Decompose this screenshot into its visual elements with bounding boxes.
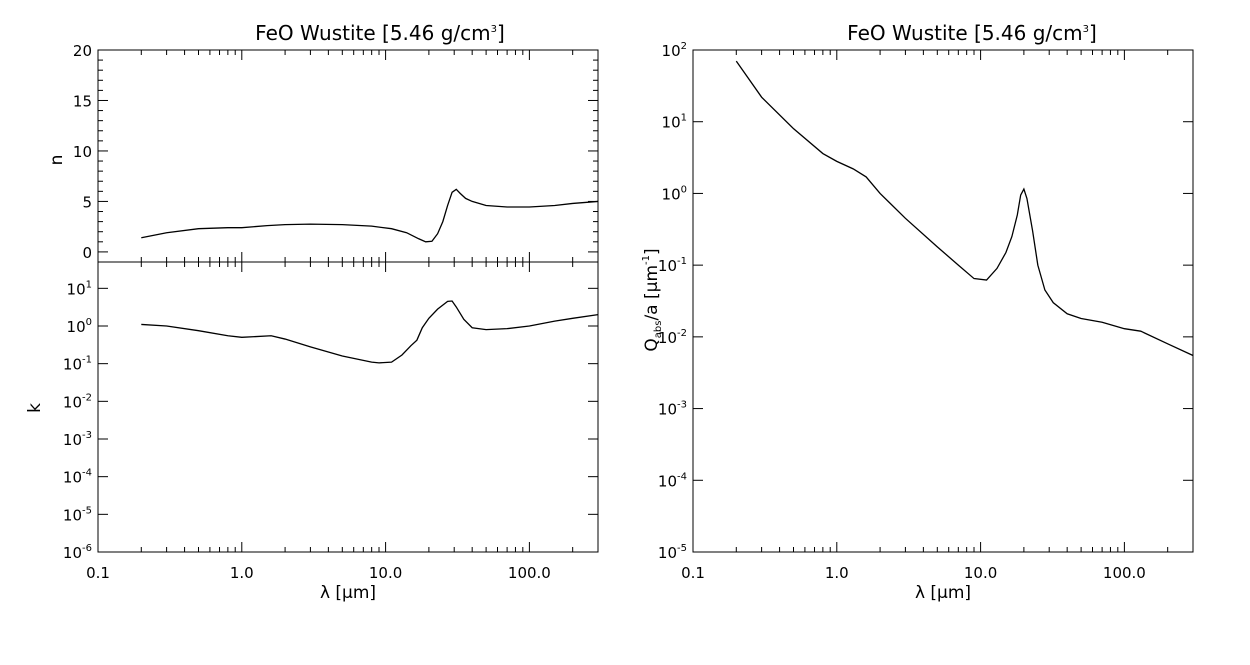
k-axis-label: k (25, 403, 45, 413)
n-subplot: 0 5 10 15 20 n (47, 42, 599, 263)
x-tick-label: 0.1 (681, 564, 705, 582)
n-tick-label: 10 (73, 143, 92, 161)
qabs-plot-frame (692, 49, 1194, 553)
x-tick-label: 0.1 (86, 564, 110, 582)
y-tick-label: 10-1 (658, 256, 687, 275)
y-tick-label: 101 (662, 113, 687, 132)
y-tick-label: 10-1 (63, 355, 92, 374)
qabs-ticks: 0.1 1.0 10.0 100.0 10-5 10-4 10-3 10-2 10-1 100 10… (658, 41, 1193, 582)
n-axis-label: n (47, 155, 67, 166)
k-ticks: 0.1 1.0 10.0 100.0 10-6 10-5 10-4 10-3 10-2 10-1 1… (63, 262, 598, 582)
y-tick-label: 100 (662, 184, 687, 203)
k-plot-frame (97, 261, 599, 553)
y-tick-label: 10-2 (63, 392, 92, 411)
qabs-axis-label: Qabs/a [μm-1] (641, 248, 664, 351)
right-title: FeO Wustite [5.46 g/cm3] (847, 21, 1097, 45)
y-tick-label: 10-4 (63, 468, 92, 487)
y-tick-label: 100 (67, 317, 92, 336)
right-panel: FeO Wustite [5.46 g/cm3] 0.1 1.0 10.0 100.0… (641, 21, 1194, 603)
y-tick-label: 102 (662, 41, 687, 60)
left-panel: FeO Wustite [5.46 g/cm3] 0 5 10 15 20 n 0.1 1… (25, 21, 599, 603)
n-tick-label: 15 (73, 92, 92, 110)
y-tick-label: 10-3 (63, 430, 92, 449)
left-title: FeO Wustite [5.46 g/cm3] (255, 21, 505, 45)
right-x-axis-label: λ [μm] (915, 583, 971, 603)
x-tick-label: 100.0 (1103, 564, 1146, 582)
n-tick-label: 5 (82, 193, 92, 211)
k-series-line (141, 300, 599, 364)
y-tick-label: 10-3 (658, 400, 687, 419)
x-tick-label: 10.0 (369, 564, 402, 582)
n-tick-label: 0 (82, 244, 92, 262)
y-tick-label: 10-5 (658, 543, 687, 562)
n-tick-label: 20 (73, 42, 92, 60)
n-series-line (141, 188, 599, 243)
left-x-axis-label: λ [μm] (320, 583, 376, 603)
y-tick-label: 10-4 (658, 471, 687, 490)
y-tick-label: 10-6 (63, 543, 92, 562)
qabs-series-line (735, 60, 1194, 357)
y-tick-label: 101 (67, 279, 92, 298)
y-tick-label: 10-5 (63, 505, 92, 524)
k-subplot: 0.1 1.0 10.0 100.0 10-6 10-5 10-4 10-3 10-2 10-1 1… (25, 261, 599, 582)
y-tick-label: 10-2 (658, 328, 687, 347)
n-ticks: 0 5 10 15 20 (73, 42, 598, 263)
x-tick-label: 1.0 (230, 564, 254, 582)
n-plot-frame (97, 49, 599, 263)
x-tick-label: 10.0 (964, 564, 997, 582)
x-tick-label: 100.0 (508, 564, 551, 582)
x-tick-label: 1.0 (825, 564, 849, 582)
